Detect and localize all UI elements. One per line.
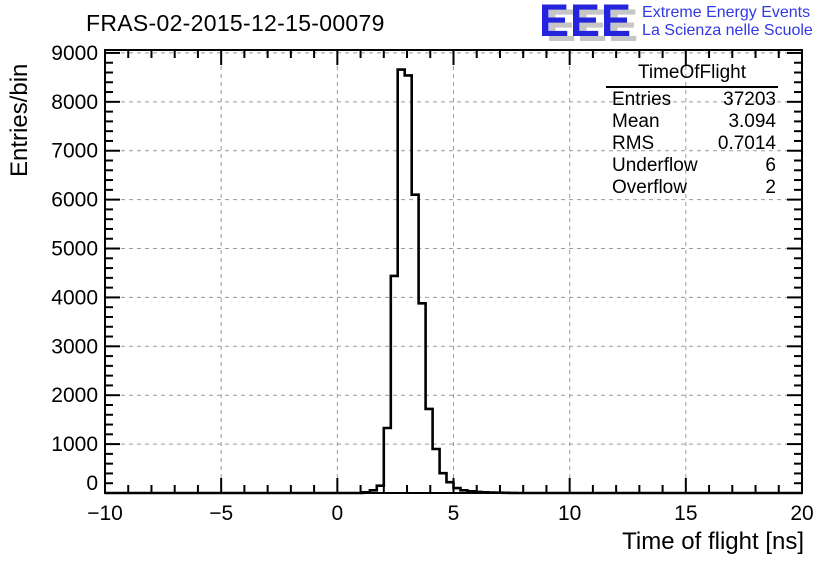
stats-row: RMS 0.7014 <box>612 133 776 155</box>
eee-logo-tagline-2: La Scienza nelle Scuole <box>642 21 813 39</box>
y-tick-label: 8000 <box>51 91 98 114</box>
stats-row: Overflow 2 <box>612 177 776 199</box>
y-tick-label: 4000 <box>51 286 98 309</box>
y-tick-label: 2000 <box>51 384 98 407</box>
eee-logo-taglines: Extreme Energy Events La Scienza nelle S… <box>642 4 813 39</box>
y-tick-label: 7000 <box>51 140 98 163</box>
stats-row-value: 6 <box>765 155 776 176</box>
stats-row: Mean 3.094 <box>612 111 776 133</box>
stats-row-label: Mean <box>612 111 660 132</box>
histogram-title: FRAS-02-2015-12-15-00079 <box>86 10 385 36</box>
stats-row-value: 3.094 <box>728 111 776 132</box>
y-tick-label: 5000 <box>51 238 98 261</box>
stats-row-label: Underflow <box>612 155 698 176</box>
stats-row: Underflow 6 <box>612 155 776 177</box>
stats-box-rows: Entries 37203 Mean 3.094 RMS 0.7014 Underflow 6… <box>604 88 780 199</box>
y-axis-title: Entries/bin <box>6 63 33 177</box>
x-axis-title: Time of flight [ns] <box>622 528 804 555</box>
x-tick-label: 10 <box>558 502 581 525</box>
y-tick-label: 0 <box>86 472 98 495</box>
y-tick-label: 9000 <box>51 42 98 65</box>
x-tick-label: 15 <box>674 502 697 525</box>
stats-row-value: 2 <box>765 177 776 198</box>
eee-logo: EEE Extreme Energy Events La Scienza nel… <box>539 0 813 46</box>
eee-logo-tagline-1: Extreme Energy Events <box>642 4 811 21</box>
x-tick-label: 5 <box>448 502 460 525</box>
stats-row-label: Entries <box>612 89 672 110</box>
stats-box-title: TimeOfFlight <box>606 61 778 88</box>
stats-row: Entries 37203 <box>612 89 776 111</box>
stats-row-label: RMS <box>612 133 655 154</box>
eee-logo-acronym: EEE <box>539 0 633 46</box>
stats-row-value: 37203 <box>723 89 776 110</box>
stats-box: TimeOfFlight Entries 37203 Mean 3.094 RMS 0.7… <box>604 61 780 199</box>
stats-row-value: 0.7014 <box>717 133 776 154</box>
stats-row-label: Overflow <box>612 177 687 198</box>
x-tick-label: 20 <box>790 502 813 525</box>
y-tick-label: 1000 <box>51 433 98 456</box>
x-tick-label: 0 <box>331 502 343 525</box>
x-tick-label: −10 <box>87 502 123 525</box>
y-tick-label: 6000 <box>51 189 98 212</box>
y-tick-label: 3000 <box>51 335 98 358</box>
x-tick-label: −5 <box>209 502 233 525</box>
